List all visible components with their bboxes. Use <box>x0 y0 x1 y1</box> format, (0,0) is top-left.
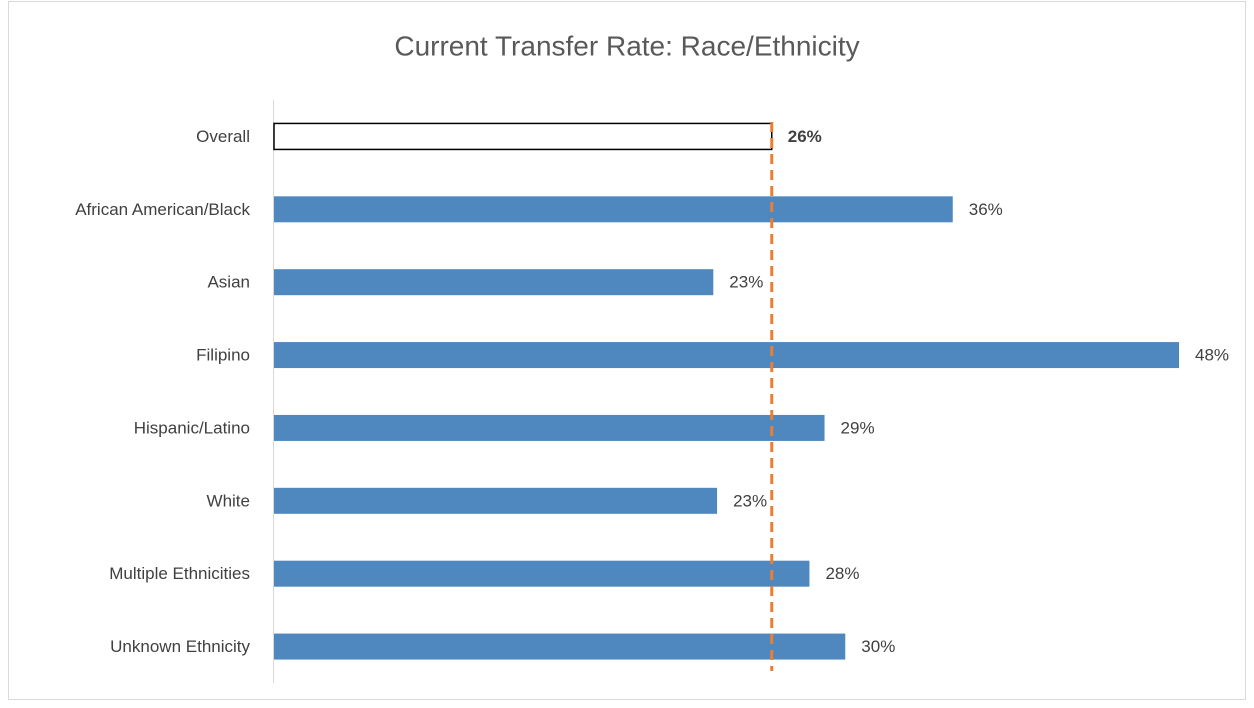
data-label: 36% <box>969 200 1003 219</box>
bar <box>274 487 718 514</box>
data-label: 26% <box>788 127 822 146</box>
bar <box>274 269 714 296</box>
y-tick-label: Asian <box>207 273 250 292</box>
data-label: 48% <box>1195 346 1229 365</box>
bar <box>274 196 953 223</box>
bar <box>274 414 825 441</box>
y-tick-label: Overall <box>196 127 250 146</box>
chart-title: Current Transfer Rate: Race/Ethnicity <box>394 30 859 61</box>
y-tick-label: Hispanic/Latino <box>134 418 250 437</box>
y-tick-label: Unknown Ethnicity <box>110 637 250 656</box>
bar <box>273 122 773 151</box>
y-tick-label: Filipino <box>196 346 250 365</box>
data-label: 28% <box>825 564 859 583</box>
y-tick-label: Multiple Ethnicities <box>109 564 250 583</box>
bar <box>274 560 810 587</box>
y-tick-label: White <box>207 491 250 510</box>
data-label: 23% <box>729 273 763 292</box>
y-tick-label: African American/Black <box>75 200 250 219</box>
bar <box>274 633 846 660</box>
bar <box>274 342 1179 369</box>
data-label: 30% <box>861 637 895 656</box>
data-label: 29% <box>841 418 875 437</box>
data-label: 23% <box>733 491 767 510</box>
